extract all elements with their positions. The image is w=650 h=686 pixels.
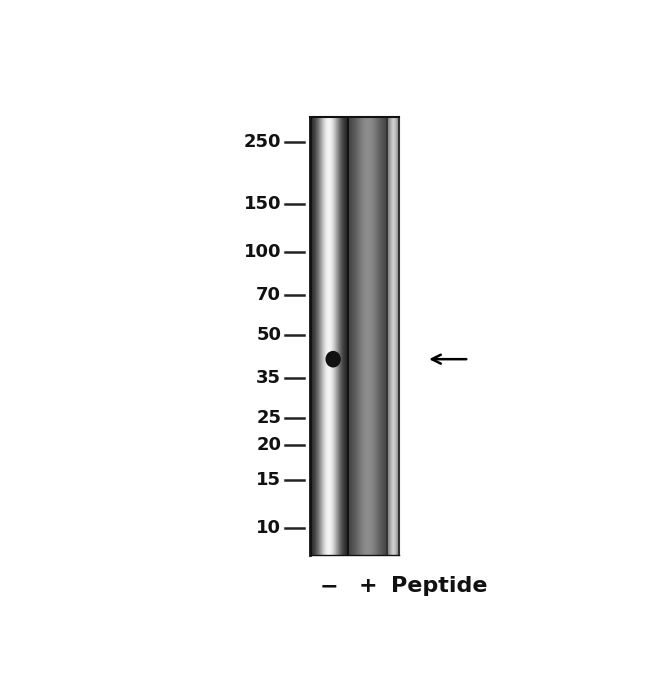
Text: 150: 150 [244,195,281,213]
Text: 100: 100 [244,244,281,261]
Text: −: − [319,576,338,596]
Text: 35: 35 [256,369,281,387]
Text: 70: 70 [256,286,281,304]
Bar [347,117,350,555]
Text: 250: 250 [244,134,281,152]
Text: +: + [358,576,377,596]
Text: 10: 10 [256,519,281,537]
Text: Peptide: Peptide [391,576,487,596]
Ellipse shape [326,351,341,368]
Text: 15: 15 [256,471,281,488]
Text: 20: 20 [256,436,281,454]
Text: 50: 50 [256,327,281,344]
Bar [386,117,389,555]
Text: 25: 25 [256,410,281,427]
